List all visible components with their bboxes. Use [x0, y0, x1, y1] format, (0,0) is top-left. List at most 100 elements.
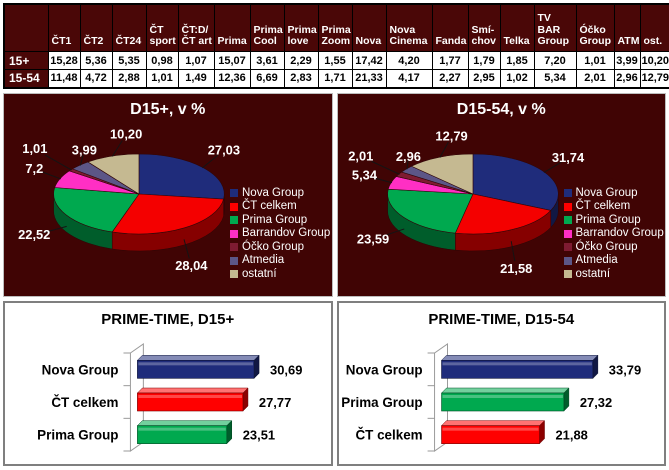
- pie-slice: [454, 193, 551, 234]
- bar-category-label: Prima Group: [341, 394, 422, 409]
- legend-swatch: [563, 243, 572, 252]
- bar-value-label: 33,79: [608, 362, 640, 377]
- table-cell: 4,72: [79, 69, 113, 88]
- bar-highlight: [442, 394, 563, 398]
- legend-item: ČT celkem: [230, 200, 330, 213]
- bar-top-face: [440, 387, 569, 393]
- pie-chart-d15-54: 31,74 21,58 23,59 5,34 2,01 2,96 12,79: [348, 128, 585, 276]
- legend-label: Atmedia: [242, 254, 285, 266]
- pie-label-leader: [438, 141, 449, 158]
- pie-panel-d15plus: D15+, v % 27,03 28,04 22,52 7,2 1,01 3,99 10,2…: [3, 92, 333, 297]
- table-col-header: Prima Zoom: [317, 3, 353, 52]
- table-cell: 17,42: [351, 51, 387, 70]
- bar-highlight: [442, 361, 592, 365]
- pie-label-leader: [43, 225, 67, 233]
- table-cell: 7,20: [533, 51, 577, 70]
- pie-legend-d15-54: Nova Group ČT celkem Prima Group Barrandov …: [563, 186, 664, 281]
- legend-label: Óčko Group: [242, 240, 304, 253]
- pie-value-label: 22,52: [18, 227, 50, 242]
- pie-panel-d15-54: D15-54, v % 31,74 21,58 23,59 5,34 2,01 2,96 1…: [336, 92, 666, 297]
- bar-panel-primetime-d15-54: PRIME-TIME, D15-54 33,79 Nova Group 27,32 P…: [336, 300, 666, 466]
- pie-title-d15-54: D15-54, v %: [456, 100, 546, 118]
- table-cell: 1,85: [499, 51, 535, 70]
- table-col-header: Fanda: [431, 3, 469, 52]
- table-cell: 21,33: [351, 69, 387, 88]
- legend-swatch: [563, 270, 572, 279]
- legend-label: Nova Group: [575, 186, 638, 199]
- legend-swatch: [563, 216, 572, 225]
- pie-value-label: 2,01: [348, 148, 373, 163]
- bar: [440, 424, 540, 444]
- table-col-header: Prima love: [283, 3, 319, 52]
- legend-label: Prima Group: [575, 213, 641, 226]
- table-cell: 1,55: [317, 51, 353, 70]
- pie-value-label: 1,01: [22, 141, 47, 156]
- bar: [137, 359, 255, 379]
- pie-label-leader: [370, 160, 400, 175]
- table-cell: 12,79: [639, 69, 669, 88]
- table-cell: 6,69: [249, 69, 285, 88]
- legend-item: Nova Group: [563, 186, 664, 200]
- bar-top-face: [136, 354, 260, 361]
- row-label: 15+: [3, 51, 49, 70]
- pie-chart-d15plus: 27,03 28,04 22,52 7,2 1,01 3,99 10,20: [18, 126, 240, 273]
- table-cell: 1,77: [431, 51, 469, 70]
- bar-top-face: [136, 387, 249, 393]
- legend-label: ostatní: [242, 267, 277, 280]
- pie-slice: [53, 186, 140, 232]
- table-col-header: Nova: [351, 3, 387, 52]
- table-cell: 1,01: [575, 51, 615, 70]
- legend-item: ostatní: [230, 267, 330, 281]
- bar-value-label: 21,88: [555, 427, 587, 442]
- table-cell: 2,96: [613, 69, 641, 88]
- legend-label: ČT celkem: [575, 200, 631, 212]
- legend-label: Nova Group: [242, 186, 305, 199]
- legend-item: Óčko Group: [563, 241, 664, 254]
- pie-value-label: 31,74: [551, 150, 584, 165]
- legend-swatch: [230, 229, 238, 238]
- table-cell: 15,28: [47, 51, 81, 70]
- table-row: 15+ 15,28 5,36 5,35 0,98 1,07 15,07 3,61 2,29 1,5…: [3, 51, 669, 70]
- bar-category-label: ČT celkem: [355, 427, 422, 442]
- pie-label-leader: [79, 154, 84, 166]
- table-col-header: ČT24: [111, 3, 147, 52]
- pie-slice: [111, 193, 225, 234]
- table-col-header: ČT1: [47, 3, 81, 52]
- legend-item: ostatní: [563, 268, 664, 281]
- bar-chart-primetime-d15-54: 33,79 Nova Group 27,32 Prima Group 21,88 ČT c…: [341, 342, 641, 452]
- table-col-header: ČT2: [79, 3, 113, 52]
- bar-category-label: ČT celkem: [51, 394, 118, 409]
- table-col-header: Telka: [499, 3, 535, 52]
- table-cell: 4,17: [385, 69, 433, 88]
- table-col-header: Óčko Group: [575, 3, 615, 52]
- table-cell: 1,49: [177, 69, 215, 88]
- bar-top-face: [136, 419, 233, 426]
- table-col-header: ATM: [613, 3, 641, 52]
- bar-highlight: [138, 427, 226, 431]
- bar-top-face: [440, 419, 545, 426]
- legend-swatch: [563, 256, 572, 265]
- legend-swatch: [230, 216, 238, 225]
- pie-label-leader: [111, 139, 123, 157]
- legend-swatch: [230, 256, 238, 265]
- legend-item: Barrandov Group: [563, 227, 664, 240]
- pie-label-leader: [44, 154, 72, 171]
- pie-value-label: 5,34: [351, 167, 377, 182]
- pie-value-label: 2,96: [395, 148, 420, 163]
- bar-category-label: Prima Group: [37, 427, 118, 442]
- pie-value-label: 28,04: [175, 257, 208, 272]
- table-cell: 2,29: [283, 51, 319, 70]
- pie-label-leader: [543, 161, 562, 173]
- row-label: 15-54: [3, 69, 49, 88]
- pie-value-label: 3,99: [72, 142, 97, 157]
- bar-chart-primetime-d15plus: 30,69 Nova Group 27,77 ČT celkem 23,51 Prima …: [37, 342, 302, 452]
- pie-label-leader: [202, 154, 219, 168]
- pie-value-label: 23,59: [356, 231, 388, 246]
- pie-value-label: 10,20: [110, 126, 142, 141]
- table-cell: 2,95: [467, 69, 501, 88]
- legend-swatch: [563, 229, 572, 238]
- table-col-header: ČT sport: [145, 3, 179, 52]
- audience-share-table: ČT1 ČT2 ČT24 ČT sport ČT:D/ČT art Prima Prima Co…: [3, 3, 669, 89]
- pie-legend-d15plus: Nova Group ČT celkem Prima Group Barrandov …: [230, 186, 330, 281]
